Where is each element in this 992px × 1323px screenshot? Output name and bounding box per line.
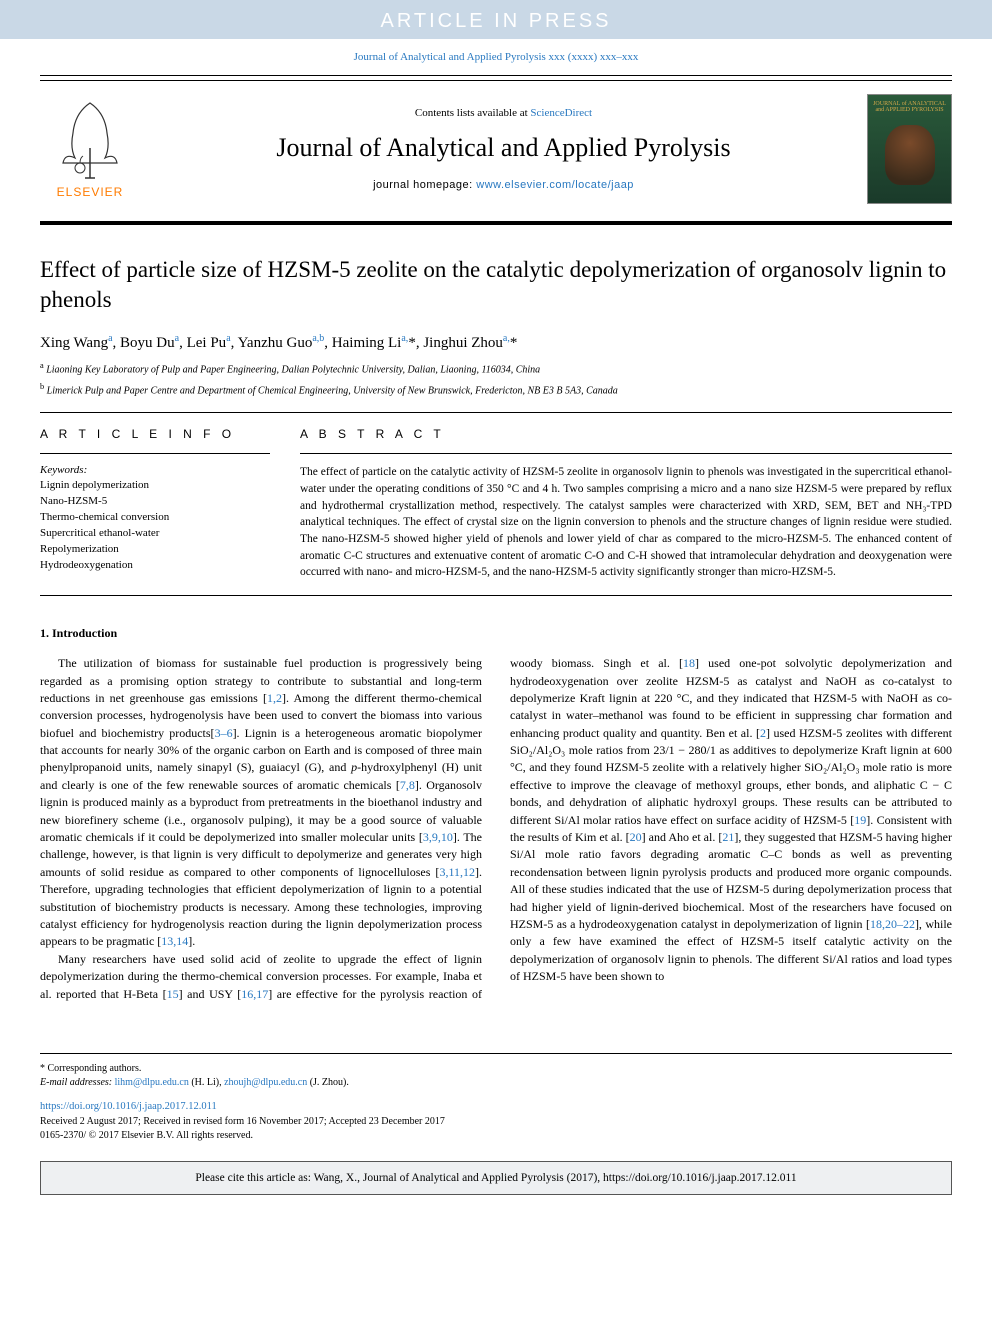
homepage-link[interactable]: www.elsevier.com/locate/jaap bbox=[476, 179, 634, 191]
divider bbox=[40, 412, 952, 413]
abstract-label: A B S T R A C T bbox=[300, 427, 952, 441]
cite-box: Please cite this article as: Wang, X., J… bbox=[40, 1161, 952, 1195]
email-label: E-mail addresses: bbox=[40, 1077, 112, 1088]
homepage-line: journal homepage: www.elsevier.com/locat… bbox=[140, 179, 867, 191]
abstract: A B S T R A C T The effect of particle o… bbox=[300, 427, 952, 581]
affiliation-b: b Limerick Pulp and Paper Centre and Dep… bbox=[40, 381, 952, 398]
email-1-name: (H. Li), bbox=[191, 1077, 221, 1088]
footer: * Corresponding authors. E-mail addresse… bbox=[40, 1053, 952, 1143]
header-content: ELSEVIER Contents lists available at Sci… bbox=[40, 76, 952, 221]
sciencedirect-link[interactable]: ScienceDirect bbox=[530, 107, 592, 119]
article-info-label: A R T I C L E I N F O bbox=[40, 427, 270, 441]
divider bbox=[40, 595, 952, 596]
elsevier-label: ELSEVIER bbox=[57, 185, 124, 199]
cover-art bbox=[885, 125, 935, 185]
abstract-text: The effect of particle on the catalytic … bbox=[300, 464, 952, 581]
contents-prefix: Contents lists available at bbox=[415, 107, 530, 119]
email-1[interactable]: lihm@dlpu.edu.cn bbox=[115, 1077, 189, 1088]
affiliation-a: a Liaoning Key Laboratory of Pulp and Pa… bbox=[40, 360, 952, 377]
article-title: Effect of particle size of HZSM-5 zeolit… bbox=[40, 255, 952, 315]
journal-header: ELSEVIER Contents lists available at Sci… bbox=[40, 75, 952, 225]
header-center: Contents lists available at ScienceDirec… bbox=[140, 107, 867, 191]
elsevier-logo: ELSEVIER bbox=[40, 89, 140, 209]
email-2[interactable]: zhoujh@dlpu.edu.cn bbox=[224, 1077, 307, 1088]
email-2-name: (J. Zhou). bbox=[310, 1077, 349, 1088]
aff-b-text: Limerick Pulp and Paper Centre and Depar… bbox=[47, 385, 618, 396]
introduction-section: 1. Introduction The utilization of bioma… bbox=[40, 626, 952, 1003]
cover-title: JOURNAL of ANALYTICAL and APPLIED PYROLY… bbox=[872, 101, 947, 114]
keywords: Lignin depolymerizationNano-HZSM-5Thermo… bbox=[40, 478, 270, 574]
info-abstract-row: A R T I C L E I N F O Keywords: Lignin d… bbox=[40, 427, 952, 581]
received-line: Received 2 August 2017; Received in revi… bbox=[40, 1115, 952, 1129]
main-content: Effect of particle size of HZSM-5 zeolit… bbox=[0, 225, 992, 1023]
email-line: E-mail addresses: lihm@dlpu.edu.cn (H. L… bbox=[40, 1076, 952, 1090]
journal-name: Journal of Analytical and Applied Pyroly… bbox=[140, 133, 867, 163]
doi-link[interactable]: https://doi.org/10.1016/j.jaap.2017.12.0… bbox=[40, 1100, 952, 1115]
journal-cover: JOURNAL of ANALYTICAL and APPLIED PYROLY… bbox=[867, 94, 952, 204]
intro-heading: 1. Introduction bbox=[40, 626, 952, 641]
banner-text: ARTICLE IN PRESS bbox=[0, 10, 992, 33]
body-columns: The utilization of biomass for sustainab… bbox=[40, 655, 952, 1003]
aff-a-text: Liaoning Key Laboratory of Pulp and Pape… bbox=[46, 364, 540, 375]
in-press-banner: ARTICLE IN PRESS bbox=[0, 0, 992, 39]
article-info: A R T I C L E I N F O Keywords: Lignin d… bbox=[40, 427, 270, 581]
corresponding-note: * Corresponding authors. bbox=[40, 1062, 952, 1076]
header-rule bbox=[40, 80, 952, 81]
journal-reference: Journal of Analytical and Applied Pyroly… bbox=[0, 39, 992, 75]
copyright-line: 0165-2370/ © 2017 Elsevier B.V. All righ… bbox=[40, 1129, 952, 1143]
intro-p1: The utilization of biomass for sustainab… bbox=[40, 655, 482, 951]
abstract-rule bbox=[300, 453, 952, 454]
contents-line: Contents lists available at ScienceDirec… bbox=[140, 107, 867, 119]
authors: Xing Wanga, Boyu Dua, Lei Pua, Yanzhu Gu… bbox=[40, 333, 952, 352]
elsevier-tree-icon bbox=[55, 98, 125, 183]
info-rule bbox=[40, 453, 270, 454]
keywords-label: Keywords: bbox=[40, 464, 270, 476]
homepage-prefix: journal homepage: bbox=[373, 179, 476, 191]
